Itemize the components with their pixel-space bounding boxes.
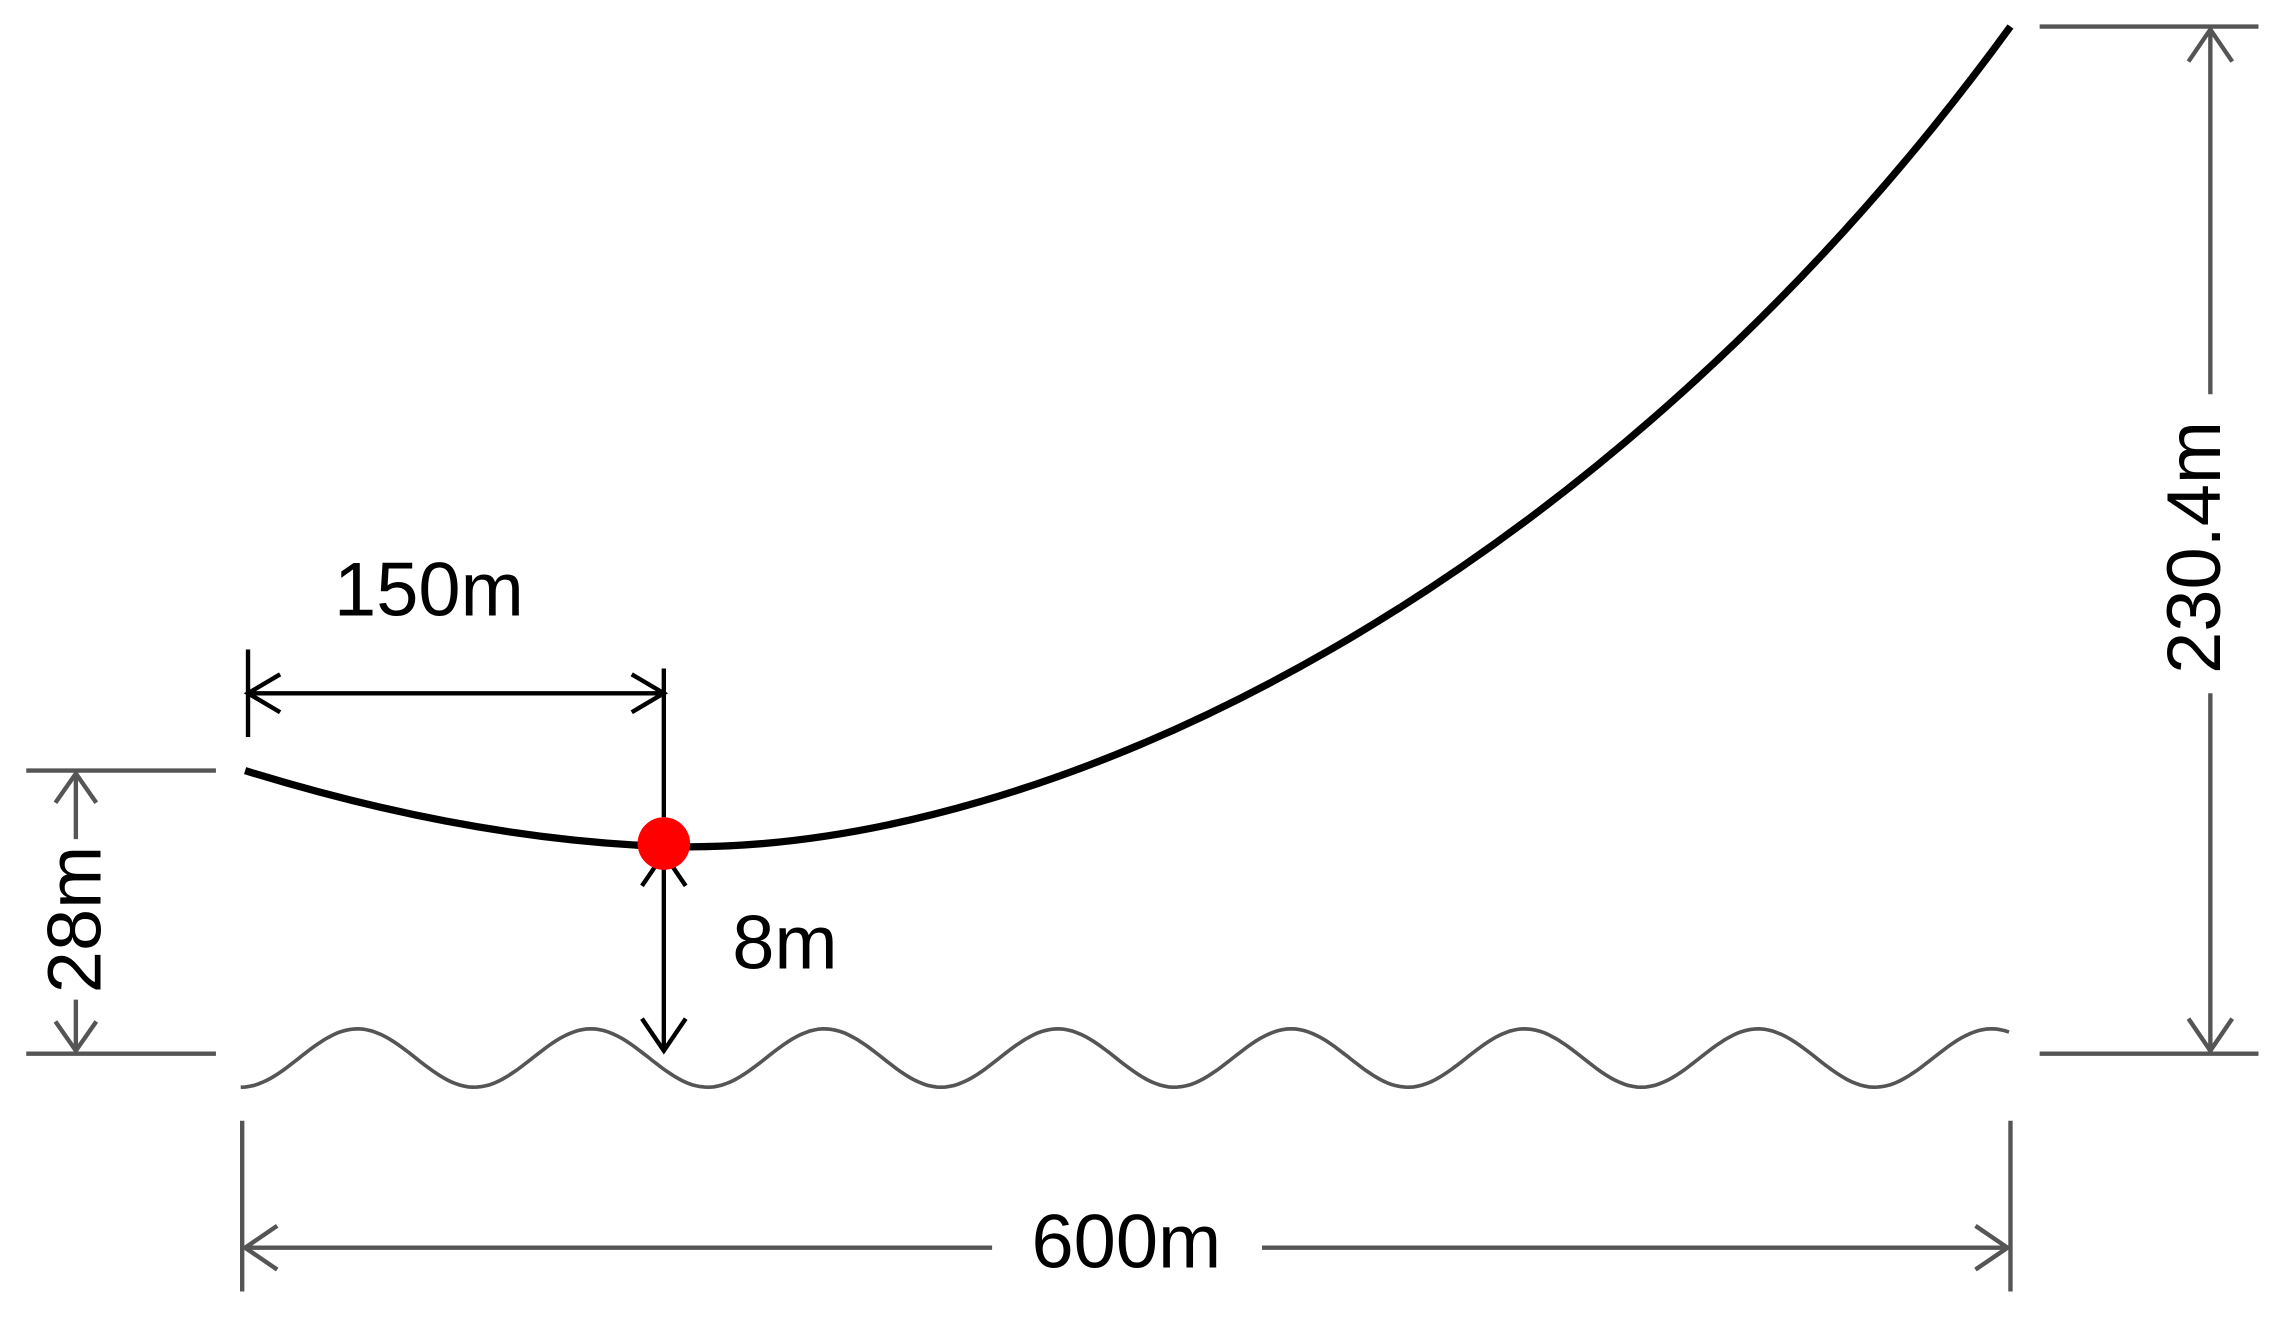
span-label: 600m (1031, 1200, 1221, 1285)
clearance-label: 8m (732, 901, 837, 986)
cable-curve (244, 24, 2014, 851)
span-dimension: 600m (240, 1120, 2013, 1292)
left-height-dimension: 28m (26, 768, 216, 1056)
left-height-label: 28m (32, 846, 117, 994)
offset-dimension: 150m (243, 548, 669, 818)
water-surface (240, 1027, 2010, 1090)
clearance-dimension: 8m (640, 849, 838, 1055)
right-height-dimension: 230.4m (2039, 24, 2259, 1056)
lowest-point (637, 817, 691, 870)
right-height-label: 230.4m (2152, 421, 2237, 674)
offset-label: 150m (334, 548, 524, 633)
